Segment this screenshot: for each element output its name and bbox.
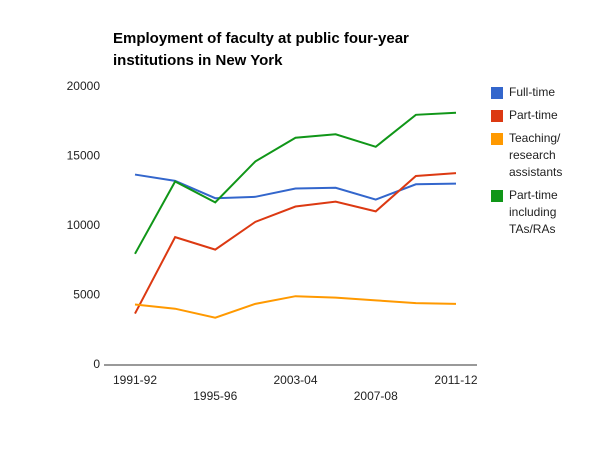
x-tick-label: 2007-08	[354, 389, 398, 403]
legend-label: Teaching/research assistants	[509, 131, 562, 179]
series-line	[134, 295, 457, 319]
legend-swatch	[491, 87, 503, 99]
x-tick-label: 2011-12	[434, 373, 477, 387]
legend-swatch	[491, 133, 503, 145]
y-tick-label: 10000	[67, 218, 101, 232]
y-tick-label: 15000	[67, 149, 101, 163]
y-tick-label: 5000	[73, 288, 100, 302]
legend-label: Part-time	[509, 108, 558, 122]
legend-swatch	[491, 110, 503, 122]
legend-swatch	[491, 190, 503, 202]
x-tick-label: 1995-96	[193, 389, 237, 403]
series-line	[134, 172, 457, 315]
y-tick-label: 20000	[67, 79, 101, 93]
legend-label: Full-time	[509, 85, 555, 99]
chart-title: Employment of faculty at public four-yea…	[113, 30, 409, 69]
legend-label: Part-time including TAs/RAs	[509, 188, 558, 236]
x-tick-label: 1991-92	[113, 373, 157, 387]
y-tick-label: 0	[93, 357, 100, 371]
series-line	[134, 111, 457, 255]
series-line	[134, 173, 457, 201]
x-tick-label: 2003-04	[273, 373, 317, 387]
